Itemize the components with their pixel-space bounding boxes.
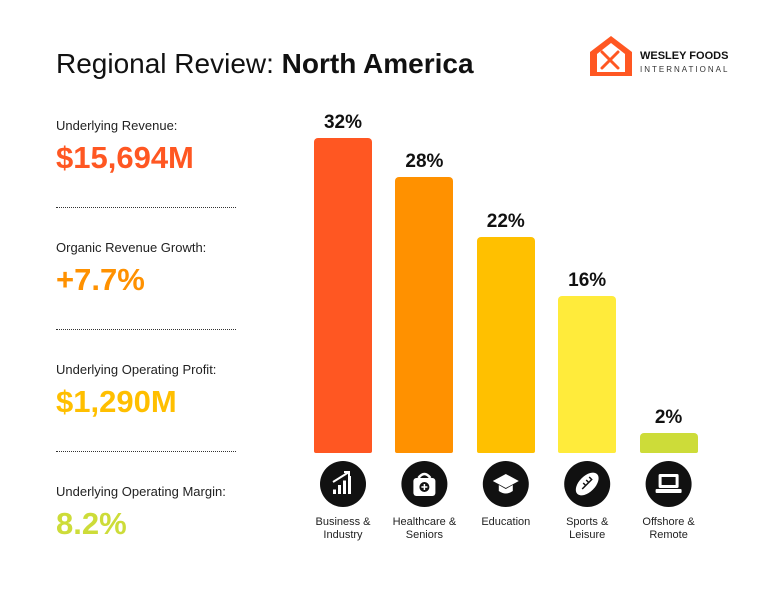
category-icon (482, 461, 529, 507)
icon-part (575, 472, 599, 496)
logo-name: WESLEY FOODS (640, 50, 729, 62)
value-label: 22% (486, 210, 525, 232)
kpi-label: Underlying Revenue: (56, 118, 178, 133)
kpi-value: +7.7% (56, 262, 145, 297)
kpi-label: Underlying Operating Profit: (56, 362, 217, 377)
icon-part (492, 474, 519, 488)
separator (56, 451, 236, 452)
icon-part (320, 461, 366, 507)
kpi-value: $1,290M (56, 384, 177, 419)
title: Regional Review: North America (56, 48, 474, 80)
value-label: 32% (323, 112, 363, 134)
bar (639, 433, 698, 453)
category-icon (645, 461, 692, 507)
bar (476, 236, 535, 453)
icon-part (655, 489, 682, 493)
kpi-value: 8.2% (56, 506, 127, 541)
icon-part (413, 478, 436, 496)
kpi-label: Organic Revenue Growth: (56, 240, 207, 255)
icon-part (332, 471, 350, 483)
icon-part (401, 461, 448, 507)
kpi-value: $15,694M (56, 140, 194, 175)
title-region: North America (281, 48, 474, 79)
icon-part (417, 472, 432, 479)
bar (558, 295, 617, 453)
icon-part (343, 480, 346, 494)
category-icon (401, 461, 448, 507)
icon-part (421, 484, 428, 490)
title-prefix: Regional Review: (56, 48, 282, 79)
icon-part (348, 476, 351, 494)
value-label: 28% (405, 151, 444, 173)
logo-subtitle: INTERNATIONAL (640, 65, 730, 74)
icon-part (581, 476, 593, 490)
icon-part (419, 482, 430, 492)
kpi-label: Underlying Operating Margin: (56, 484, 226, 499)
category-label: Healthcare & Seniors (392, 516, 457, 541)
icon-part (333, 489, 336, 494)
logo-icon (590, 36, 632, 76)
category-icon (320, 461, 366, 507)
value-label: 16% (568, 269, 607, 291)
category-icon (564, 461, 611, 507)
category-label: Education (481, 516, 531, 528)
icon-part (338, 485, 341, 494)
value-label: 2% (654, 407, 683, 429)
separator (56, 207, 236, 208)
category-label: Business & Industry (315, 516, 371, 541)
category-label: Sports & Leisure (566, 516, 609, 541)
icon-part (564, 461, 611, 507)
separator (56, 329, 236, 330)
bar (314, 138, 372, 453)
icon-part (658, 474, 679, 488)
icon-part (498, 485, 513, 494)
category-label: Offshore & Remote (642, 516, 695, 541)
icon-part (661, 477, 676, 485)
icon-part (645, 461, 692, 507)
bar (395, 177, 454, 453)
icon-part (482, 461, 529, 507)
